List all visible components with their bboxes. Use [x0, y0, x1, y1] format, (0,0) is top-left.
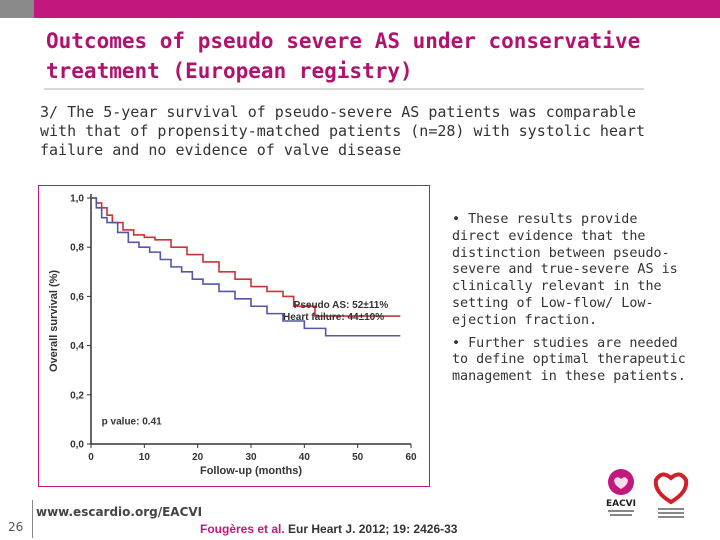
bullet-item-1: • These results provide direct evidence …	[452, 212, 678, 328]
eacvi-logo-text: EACVI	[606, 499, 636, 509]
bullet-item-2: • Further studies are needed to define o…	[452, 335, 686, 385]
citation: Fougères et al. Eur Heart J. 2012; 19: 2…	[200, 522, 457, 536]
citation-reference: Eur Heart J. 2012; 19: 2426-33	[284, 522, 458, 536]
y-tick-label: 0,0	[70, 440, 84, 451]
series-label-1: Pseudo AS: 52±11%	[294, 300, 389, 311]
series-line-2	[91, 197, 401, 337]
y-tick-label: 0,4	[70, 341, 84, 352]
x-tick-label: 10	[139, 452, 151, 463]
intro-text: 3/ The 5-year survival of pseudo-severe …	[40, 103, 646, 159]
y-tick-label: 0,8	[70, 243, 84, 254]
x-tick-label: 50	[352, 452, 364, 463]
esc-logo	[653, 472, 689, 518]
x-tick-label: 0	[88, 452, 94, 463]
y-tick-label: 1,0	[70, 194, 84, 205]
x-tick-label: 40	[299, 452, 311, 463]
top-bar	[0, 0, 720, 18]
x-axis-label: Follow-up (months)	[200, 465, 302, 477]
title-divider	[44, 88, 644, 90]
footer-divider	[32, 500, 33, 538]
x-tick-label: 30	[245, 452, 257, 463]
eacvi-logo-line-1	[608, 510, 634, 512]
y-axis-label: Overall survival (%)	[48, 270, 60, 372]
slide-title: Outcomes of pseudo severe AS under conse…	[46, 29, 641, 83]
footer-url[interactable]: www.escardio.org/EACVI	[36, 505, 203, 519]
esc-logo-line-3	[658, 516, 684, 518]
eacvi-logo: EACVI	[606, 469, 636, 516]
esc-heart-icon	[653, 472, 689, 505]
citation-author: Fougères et al.	[200, 522, 285, 536]
bullet-list: • These results provide direct evidence …	[452, 212, 692, 392]
x-tick-label: 20	[192, 452, 204, 463]
survival-chart: 0,0 0,2 0,4 0,6 0,8 1,0 0 10 20 30 40 50 60 Follow-up…	[38, 185, 430, 487]
x-tick-label: 60	[405, 452, 417, 463]
page-number: 26	[8, 520, 24, 534]
y-tick-label: 0,6	[70, 292, 84, 303]
series-line-1	[91, 197, 401, 317]
eacvi-logo-line-2	[610, 514, 632, 516]
esc-logo-line-2	[658, 512, 684, 514]
p-value-annotation: p value: 0.41	[102, 416, 162, 427]
top-bar-left-block	[0, 0, 34, 18]
survival-chart-svg: 0,0 0,2 0,4 0,6 0,8 1,0 0 10 20 30 40 50 60 Follow-up…	[48, 194, 417, 478]
esc-logo-line-1	[658, 508, 684, 510]
series-label-2: Heart failure: 44±10%	[283, 312, 384, 323]
heart-icon	[614, 477, 628, 489]
y-tick-label: 0,2	[70, 390, 84, 401]
